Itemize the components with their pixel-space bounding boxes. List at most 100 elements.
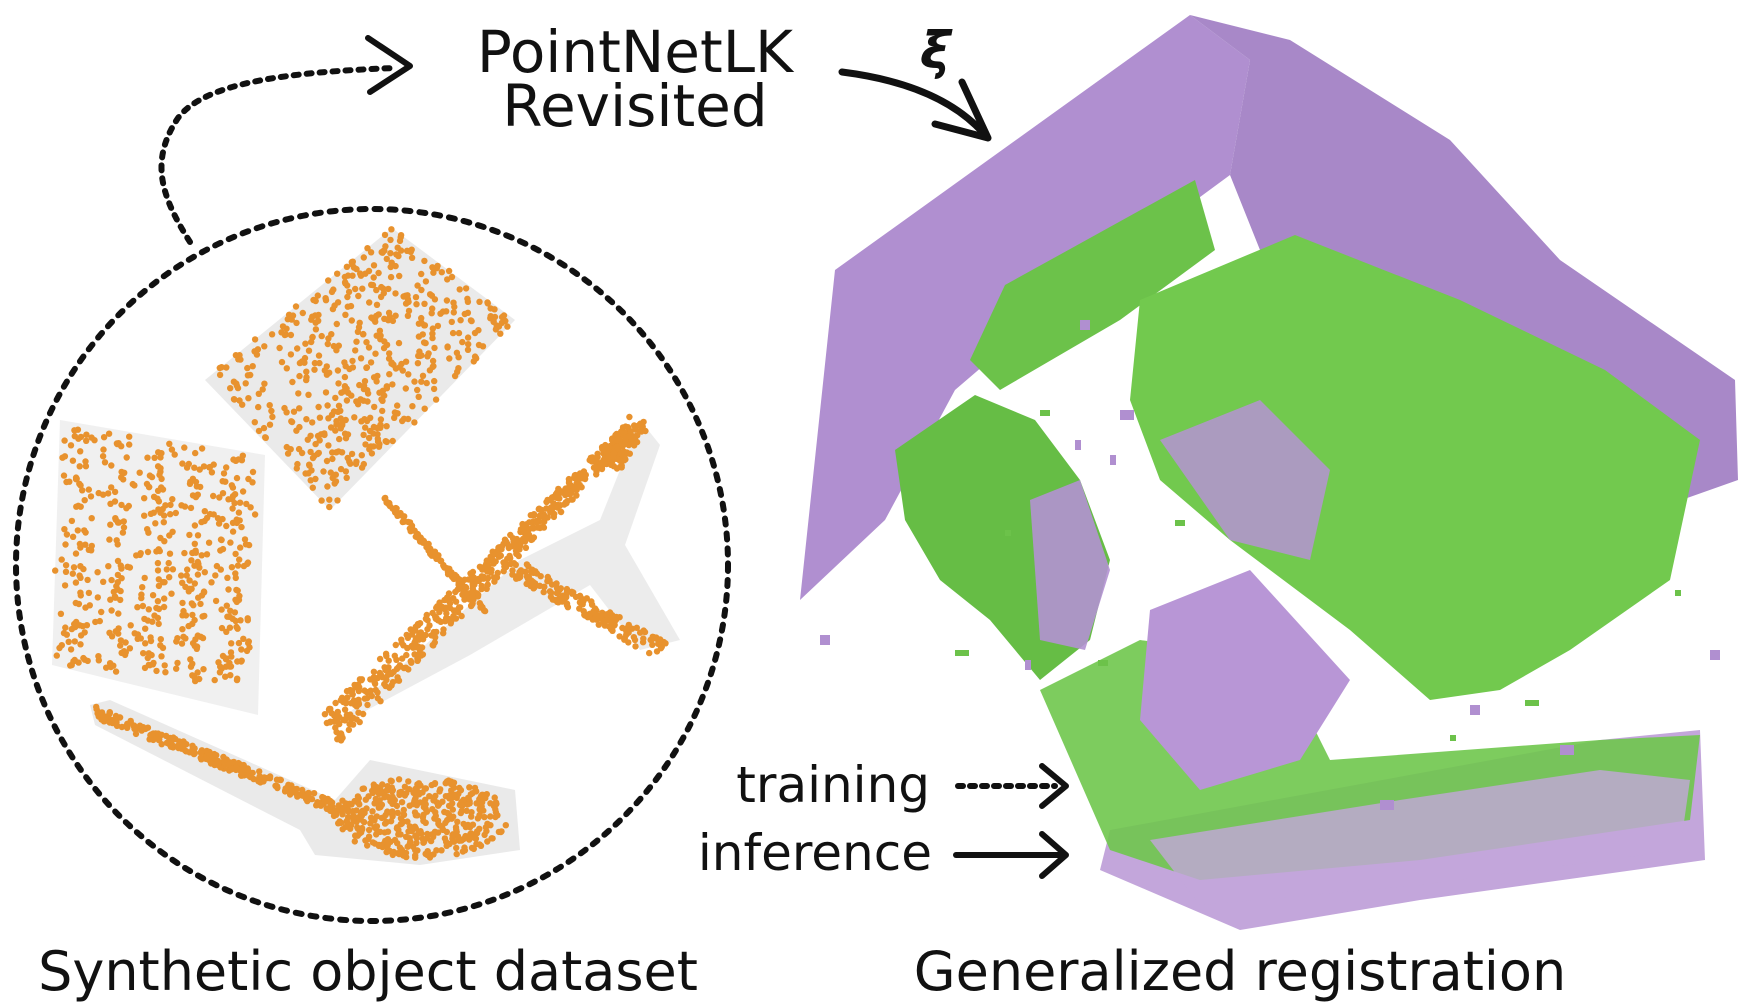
point-sample (455, 581, 463, 588)
point-sample (237, 772, 245, 779)
inference-curve (838, 68, 989, 139)
point-sample (233, 586, 240, 594)
point-sample (530, 569, 537, 576)
point-sample (151, 454, 158, 461)
point-sample (377, 293, 385, 301)
point-sample (379, 407, 386, 415)
point-sample (382, 811, 389, 819)
point-sample (362, 424, 369, 431)
point-sample (421, 300, 428, 307)
point-sample (368, 281, 375, 288)
point-sample (189, 611, 196, 619)
point-sample (95, 657, 103, 664)
point-sample (320, 468, 327, 475)
point-sample (194, 669, 201, 676)
point-sample (333, 728, 340, 736)
point-sample (383, 383, 391, 390)
point-sample (389, 505, 396, 512)
point-sample (72, 476, 80, 483)
point-sample (245, 638, 252, 645)
point-sample (426, 367, 434, 374)
point-sample (183, 572, 190, 579)
point-sample (160, 603, 168, 611)
point-sample (179, 599, 186, 607)
point-sample (460, 796, 467, 803)
point-sample (239, 452, 246, 459)
point-sample (337, 425, 344, 432)
point-sample (99, 711, 106, 718)
point-sample (431, 780, 439, 788)
point-sample (464, 346, 472, 353)
point-sample (216, 494, 223, 501)
point-sample (358, 676, 366, 683)
point-sample (188, 557, 195, 564)
point-sample (241, 536, 249, 543)
point-sample (361, 416, 368, 423)
point-sample (147, 634, 154, 641)
point-sample (324, 340, 331, 348)
point-sample (415, 791, 423, 798)
point-sample (203, 551, 211, 558)
point-sample (262, 434, 269, 441)
point-sample (331, 480, 338, 487)
point-sample (103, 664, 110, 671)
noise-speckle (1470, 705, 1480, 715)
point-sample (112, 668, 120, 675)
noise-speckle (1080, 320, 1090, 330)
point-sample (219, 478, 226, 485)
point-sample (463, 807, 470, 814)
point-sample (423, 808, 431, 815)
noise-speckle (1040, 410, 1050, 416)
point-sample (339, 797, 346, 804)
point-sample (360, 382, 368, 389)
point-sample (397, 247, 405, 254)
point-sample (203, 755, 210, 763)
point-sample (459, 338, 466, 346)
point-sample (308, 795, 316, 803)
point-sample (614, 437, 621, 444)
point-sample (367, 414, 374, 421)
point-sample (107, 521, 114, 528)
point-sample (161, 579, 168, 586)
point-sample (468, 602, 475, 609)
point-sample (169, 496, 176, 503)
point-sample (355, 292, 362, 300)
point-sample (254, 346, 262, 353)
point-sample (72, 579, 80, 586)
point-sample (336, 435, 343, 443)
point-sample (563, 500, 570, 507)
point-sample (392, 262, 399, 270)
point-sample (332, 394, 339, 402)
point-sample (443, 308, 450, 315)
point-sample (75, 435, 82, 442)
point-sample (487, 315, 494, 322)
point-sample (501, 536, 509, 543)
point-sample (115, 630, 122, 637)
point-sample (77, 632, 85, 639)
point-sample (375, 269, 382, 277)
point-sample (108, 633, 116, 640)
point-sample (421, 405, 428, 412)
point-sample (62, 568, 70, 575)
point-sample (385, 657, 392, 664)
point-sample (349, 261, 356, 268)
transform-xi-symbol: ξ (920, 21, 953, 81)
point-sample (232, 457, 239, 464)
point-sample (364, 842, 371, 849)
point-sample (344, 293, 351, 301)
point-sample (115, 625, 122, 632)
point-sample (311, 359, 319, 367)
point-sample (381, 820, 389, 827)
point-sample (434, 262, 441, 270)
point-sample (630, 634, 638, 641)
point-sample (144, 548, 152, 556)
point-sample (343, 474, 350, 481)
point-sample (117, 637, 125, 644)
point-sample (594, 454, 601, 461)
point-sample (153, 604, 160, 612)
point-sample (223, 522, 230, 530)
point-sample (106, 709, 114, 716)
point-sample (625, 441, 632, 449)
point-sample (283, 443, 290, 451)
point-sample (305, 347, 313, 354)
